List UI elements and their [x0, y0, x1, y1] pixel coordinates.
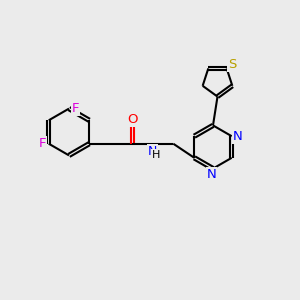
Text: H: H [152, 150, 160, 160]
Text: F: F [72, 102, 79, 115]
Text: N: N [233, 130, 243, 143]
Text: O: O [127, 113, 138, 126]
Text: S: S [229, 58, 237, 71]
Text: F: F [38, 137, 46, 150]
Text: N: N [207, 168, 216, 181]
Text: N: N [148, 145, 157, 158]
